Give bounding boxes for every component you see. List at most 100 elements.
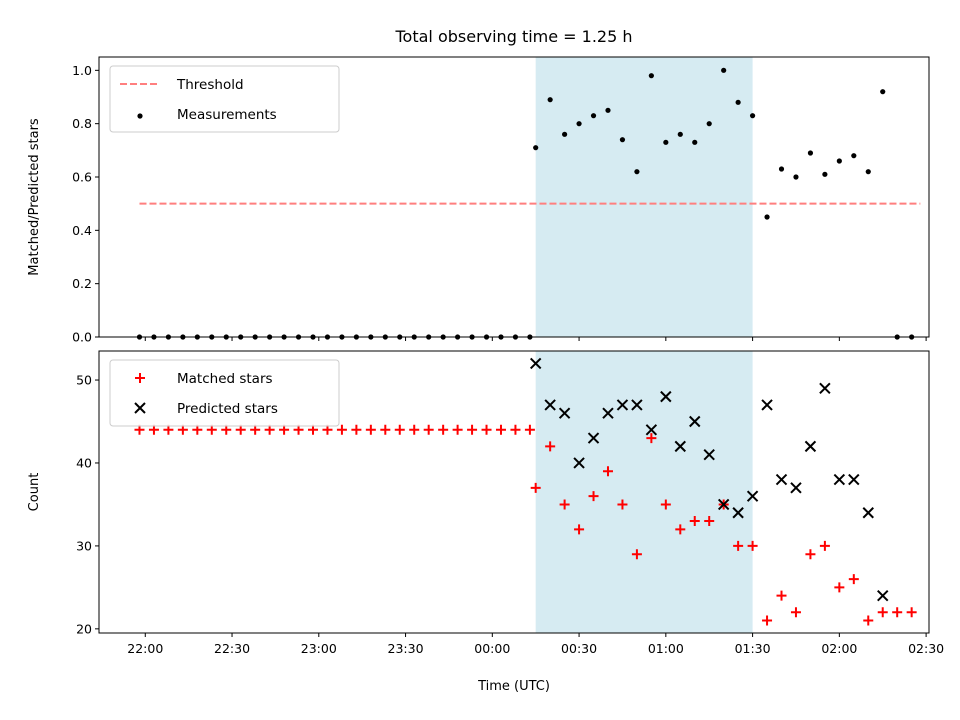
measurement-point — [605, 107, 611, 113]
ratio-y-axis-label: Matched/Predicted stars — [27, 118, 42, 276]
observing-window-shade — [535, 351, 753, 633]
predicted-star-point — [674, 440, 686, 453]
predicted-star-point — [587, 432, 600, 444]
measurement-point — [677, 131, 683, 137]
measurement-point — [706, 121, 712, 127]
matched-star-point — [733, 540, 744, 551]
matched-star-point — [819, 540, 830, 551]
matched-star-point — [452, 424, 463, 435]
ratio-legend: Threshold Measurements — [109, 65, 340, 133]
measurement-point — [880, 89, 886, 95]
predicted-star-point — [703, 448, 715, 461]
legend-label: Predicted stars — [177, 401, 278, 417]
matched-star-point — [631, 549, 642, 560]
predicted-star-point — [616, 399, 629, 411]
predicted-star-point — [689, 415, 701, 428]
matched-star-point — [675, 524, 686, 535]
predicted-star-point — [790, 482, 802, 494]
predicted-star-point — [761, 399, 773, 411]
predicted-star-point — [819, 382, 831, 395]
legend-predicted-swatch — [134, 402, 146, 414]
matched-star-point — [467, 424, 478, 435]
matched-star-point — [530, 482, 541, 493]
matched-star-point — [877, 607, 888, 618]
matched-star-point — [602, 466, 613, 477]
matched-star-point — [423, 424, 434, 435]
predicted-star-point — [833, 473, 846, 486]
y-tick-label: 0.4 — [72, 223, 92, 238]
matched-star-point — [646, 433, 657, 444]
predicted-star-point — [645, 424, 658, 436]
predicted-star-point — [660, 390, 672, 403]
chart-title: Total observing time = 1.25 h — [394, 27, 632, 46]
matched-star-point — [848, 574, 859, 585]
y-tick-label: 40 — [76, 455, 92, 470]
measurement-point — [865, 169, 871, 175]
observing-window-shade — [535, 57, 753, 337]
legend-measurement-swatch — [137, 113, 143, 119]
matched-star-point — [524, 424, 535, 435]
x-tick-label: 22:00 — [127, 641, 163, 656]
y-tick-label: 50 — [76, 373, 92, 388]
matched-star-point — [747, 540, 758, 551]
matched-star-point — [574, 524, 585, 535]
y-tick-label: 0.8 — [72, 116, 92, 131]
predicted-star-point — [877, 589, 889, 602]
x-tick-label: 01:30 — [735, 641, 771, 656]
matched-star-point — [689, 516, 700, 527]
matched-star-point — [906, 607, 917, 618]
legend-box — [109, 359, 340, 427]
count-panel: 20 30 40 50 22:00 22:30 23:00 23:30 00:00 00:30 0… — [27, 350, 944, 656]
legend-label: Matched stars — [177, 371, 273, 387]
matched-star-point — [336, 424, 347, 435]
y-tick-label: 20 — [76, 621, 92, 636]
matched-star-point — [495, 424, 506, 435]
x-tick-label: 00:00 — [474, 641, 510, 656]
measurement-point — [547, 97, 553, 103]
measurement-point — [778, 166, 785, 172]
legend-matched-swatch — [135, 373, 145, 383]
count-panel-frame — [98, 350, 930, 634]
matched-star-point — [834, 582, 845, 593]
measurement-point — [634, 169, 640, 175]
predicted-star-point — [529, 357, 542, 370]
ratio-panel-frame — [98, 56, 930, 338]
measurement-point — [836, 158, 842, 164]
legend-box — [109, 65, 340, 133]
matched-star-point — [776, 590, 787, 601]
measurement-point — [619, 137, 626, 143]
predicted-star-point — [558, 407, 571, 419]
matched-star-point — [863, 615, 874, 626]
measurement-point — [648, 73, 654, 79]
x-tick-label: 23:00 — [301, 641, 337, 656]
matched-star-point — [510, 424, 521, 435]
y-tick-label: 0.0 — [72, 330, 92, 345]
x-tick-label: 23:30 — [388, 641, 424, 656]
predicted-star-point — [804, 440, 817, 453]
matched-star-point — [380, 424, 391, 435]
x-tick-label: 01:00 — [648, 641, 684, 656]
count-legend: Matched stars Predicted stars — [109, 359, 340, 427]
matched-star-point — [365, 424, 376, 435]
matched-star-point — [805, 549, 816, 560]
measurement-point — [807, 150, 814, 156]
matched-star-point — [588, 491, 599, 502]
predicted-star-point — [631, 399, 643, 411]
x-tick-label: 02:30 — [908, 641, 944, 656]
legend-label: Threshold — [176, 77, 244, 93]
measurement-point — [764, 214, 770, 220]
measurement-point — [590, 113, 597, 119]
predicted-star-point — [746, 490, 759, 502]
matched-star-point — [438, 424, 449, 435]
legend-label: Measurements — [177, 107, 277, 123]
measurement-point — [735, 99, 741, 105]
matched-star-point — [762, 615, 773, 626]
predicted-star-point — [544, 399, 556, 411]
ratio-panel: 0.0 0.2 0.4 0.6 0.8 1.0 Matched/Predicted sta… — [27, 56, 930, 345]
x-axis-label: Time (UTC) — [477, 679, 550, 694]
x-tick-label: 00:30 — [561, 641, 597, 656]
matched-star-point — [892, 607, 903, 618]
measurement-point — [793, 174, 799, 180]
matched-star-point — [394, 424, 405, 435]
matched-star-point — [704, 516, 715, 527]
